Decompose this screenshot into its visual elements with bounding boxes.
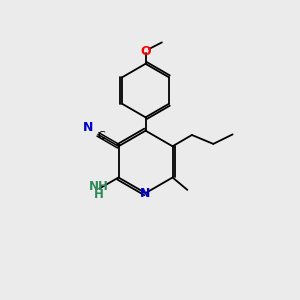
Text: NH: NH [89, 180, 109, 193]
Text: C: C [97, 131, 105, 141]
Text: H: H [94, 188, 103, 201]
Text: O: O [140, 45, 151, 58]
Text: N: N [140, 187, 151, 200]
Text: N: N [83, 121, 94, 134]
